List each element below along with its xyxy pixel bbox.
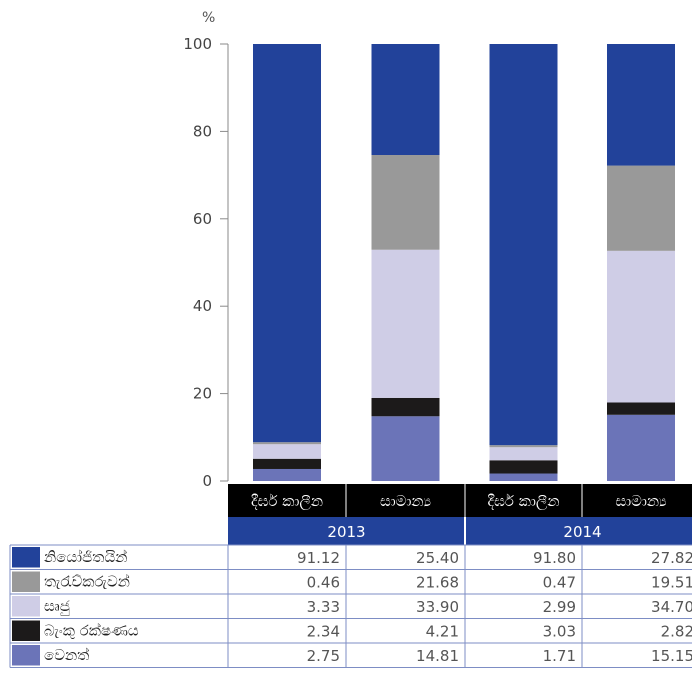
category-header-label: දීර්ඝ කාලීන bbox=[487, 492, 559, 510]
bar-segment bbox=[489, 447, 558, 461]
bar-segment bbox=[489, 473, 558, 481]
legend-swatch bbox=[12, 547, 40, 568]
table-cell-value: 0.47 bbox=[543, 574, 576, 592]
bar-segment bbox=[371, 416, 440, 481]
y-tick-label: 100 bbox=[183, 35, 212, 53]
bar-segment bbox=[371, 249, 440, 398]
bar-segment bbox=[489, 445, 558, 448]
table-cell-value: 15.15 bbox=[651, 647, 692, 665]
y-tick-label: 80 bbox=[193, 122, 212, 140]
table-cell-value: 0.46 bbox=[307, 574, 340, 592]
year-label: 2014 bbox=[563, 523, 601, 541]
legend-label: නියෝජිතයින් bbox=[44, 548, 127, 566]
bar-segment bbox=[489, 44, 558, 446]
table-cell-value: 3.03 bbox=[543, 623, 576, 641]
category-header-label: සාමාන්‍ය bbox=[380, 492, 431, 510]
year-header-row bbox=[228, 517, 692, 545]
table-cell-value: 91.12 bbox=[297, 549, 340, 567]
table-cell-value: 2.82 bbox=[661, 623, 692, 641]
bar-segment bbox=[489, 460, 558, 474]
bar-segment bbox=[371, 397, 440, 417]
table-cell-value: 3.33 bbox=[307, 598, 340, 616]
table-cell-value: 25.40 bbox=[416, 549, 459, 567]
bar-segment bbox=[253, 458, 321, 469]
table-cell-value: 14.81 bbox=[416, 647, 459, 665]
legend-label: සෘජු bbox=[44, 597, 70, 616]
legend-label: බැංකු රක්ෂණය bbox=[44, 621, 139, 639]
y-tick-label: 20 bbox=[193, 385, 212, 403]
bar-segment bbox=[253, 44, 321, 443]
bar-segment bbox=[253, 468, 321, 481]
legend-swatch bbox=[12, 620, 40, 641]
legend-swatch bbox=[12, 645, 40, 666]
y-tick-label: 0 bbox=[202, 472, 212, 490]
table-cell-value: 34.70 bbox=[651, 598, 692, 616]
table-cell-value: 21.68 bbox=[416, 574, 459, 592]
year-label: 2013 bbox=[327, 523, 365, 541]
y-tick-label: 60 bbox=[193, 210, 212, 228]
legend-label: වෙනත් bbox=[44, 646, 89, 664]
table-cell-value: 19.51 bbox=[651, 574, 692, 592]
bar-segment bbox=[607, 414, 675, 481]
category-header-label: දීර්ඝ කාලීන bbox=[251, 492, 323, 510]
table-cell-value: 4.21 bbox=[426, 623, 459, 641]
bar-segment bbox=[607, 250, 675, 403]
table-cell-value: 2.34 bbox=[307, 623, 340, 641]
legend-label: තැරැව්කරුවන් bbox=[44, 572, 130, 590]
bar-segment bbox=[253, 444, 321, 459]
bar-segment bbox=[607, 402, 675, 415]
table-cell-value: 2.75 bbox=[307, 647, 340, 665]
bar-segment bbox=[607, 44, 675, 166]
table-cell-value: 33.90 bbox=[416, 598, 459, 616]
legend-swatch bbox=[12, 596, 40, 617]
table-cell-value: 1.71 bbox=[543, 647, 576, 665]
bar-segment bbox=[371, 154, 440, 250]
bar-segment bbox=[253, 442, 321, 445]
y-axis-unit: % bbox=[202, 10, 215, 26]
table-cell-value: 27.82 bbox=[651, 549, 692, 567]
bar-segment bbox=[607, 165, 675, 251]
category-header-label: සාමාන්‍ය bbox=[615, 492, 666, 510]
category-header-row bbox=[228, 484, 692, 517]
bar-segment bbox=[371, 44, 440, 155]
legend-swatch bbox=[12, 571, 40, 592]
chart-bars bbox=[253, 44, 675, 481]
chart-axes: % 0 20 40 60 80 100 bbox=[183, 10, 229, 490]
y-tick-label: 40 bbox=[193, 297, 212, 315]
data-table: දීර්ඝ කාලීන සාමාන්‍ය දීර්ඝ කාලීන සාමාන්‍ය 20… bbox=[9, 484, 692, 668]
table-cell-value: 2.99 bbox=[543, 598, 576, 616]
table-cell-value: 91.80 bbox=[533, 549, 576, 567]
